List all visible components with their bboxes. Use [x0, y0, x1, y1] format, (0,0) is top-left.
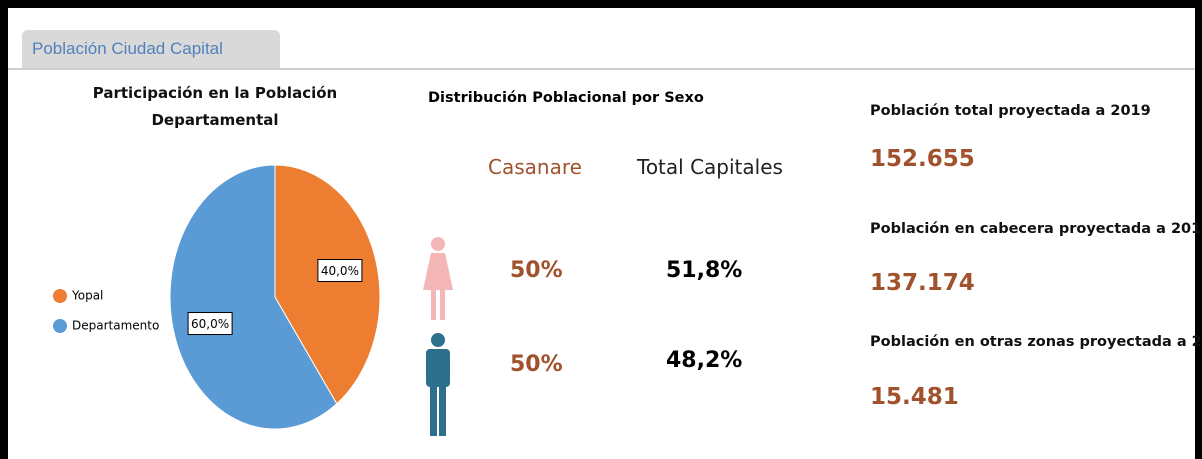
cell: 48,2% — [666, 348, 743, 373]
cell: 50% — [510, 352, 563, 377]
pie-chart: 40,0% 60,0% Yopal Departamento — [53, 164, 381, 430]
stat-label: Población en otras zonas proyectada a 20… — [870, 334, 1202, 350]
stat-label: Población en cabecera proyectada a 2019 — [870, 221, 1202, 237]
female-icon — [423, 237, 453, 320]
cell: 50% — [510, 258, 563, 283]
value-label-box — [187, 312, 233, 336]
value-label-box — [317, 258, 363, 282]
column-header: Total Capitales — [637, 155, 783, 179]
stat-value: 152.655 — [870, 146, 975, 172]
chart-title: Participación en la Población Departamen… — [92, 84, 338, 129]
tab[interactable]: Población Ciudad Capital — [22, 30, 280, 68]
value-label: 40,0% — [321, 264, 359, 278]
cell: 51,8% — [666, 258, 743, 283]
stat-value: 15.481 — [870, 384, 959, 410]
sex-icons — [423, 237, 453, 436]
legend-swatch — [53, 319, 67, 333]
legend-label: Yopal — [71, 289, 103, 303]
pie-slice — [274, 164, 381, 405]
legend-label: Departamento — [72, 319, 159, 333]
pie-slice — [169, 164, 338, 430]
tab-rule — [8, 68, 1195, 70]
stat-value: 137.174 — [870, 270, 975, 296]
legend-swatch — [53, 289, 67, 303]
column-header: Casanare — [488, 155, 582, 179]
stat-label: Población total proyectada a 2019 — [870, 103, 1151, 119]
value-label: 60,0% — [191, 317, 229, 331]
section-title: Distribución Poblacional por Sexo — [428, 90, 704, 106]
male-icon — [426, 333, 450, 436]
